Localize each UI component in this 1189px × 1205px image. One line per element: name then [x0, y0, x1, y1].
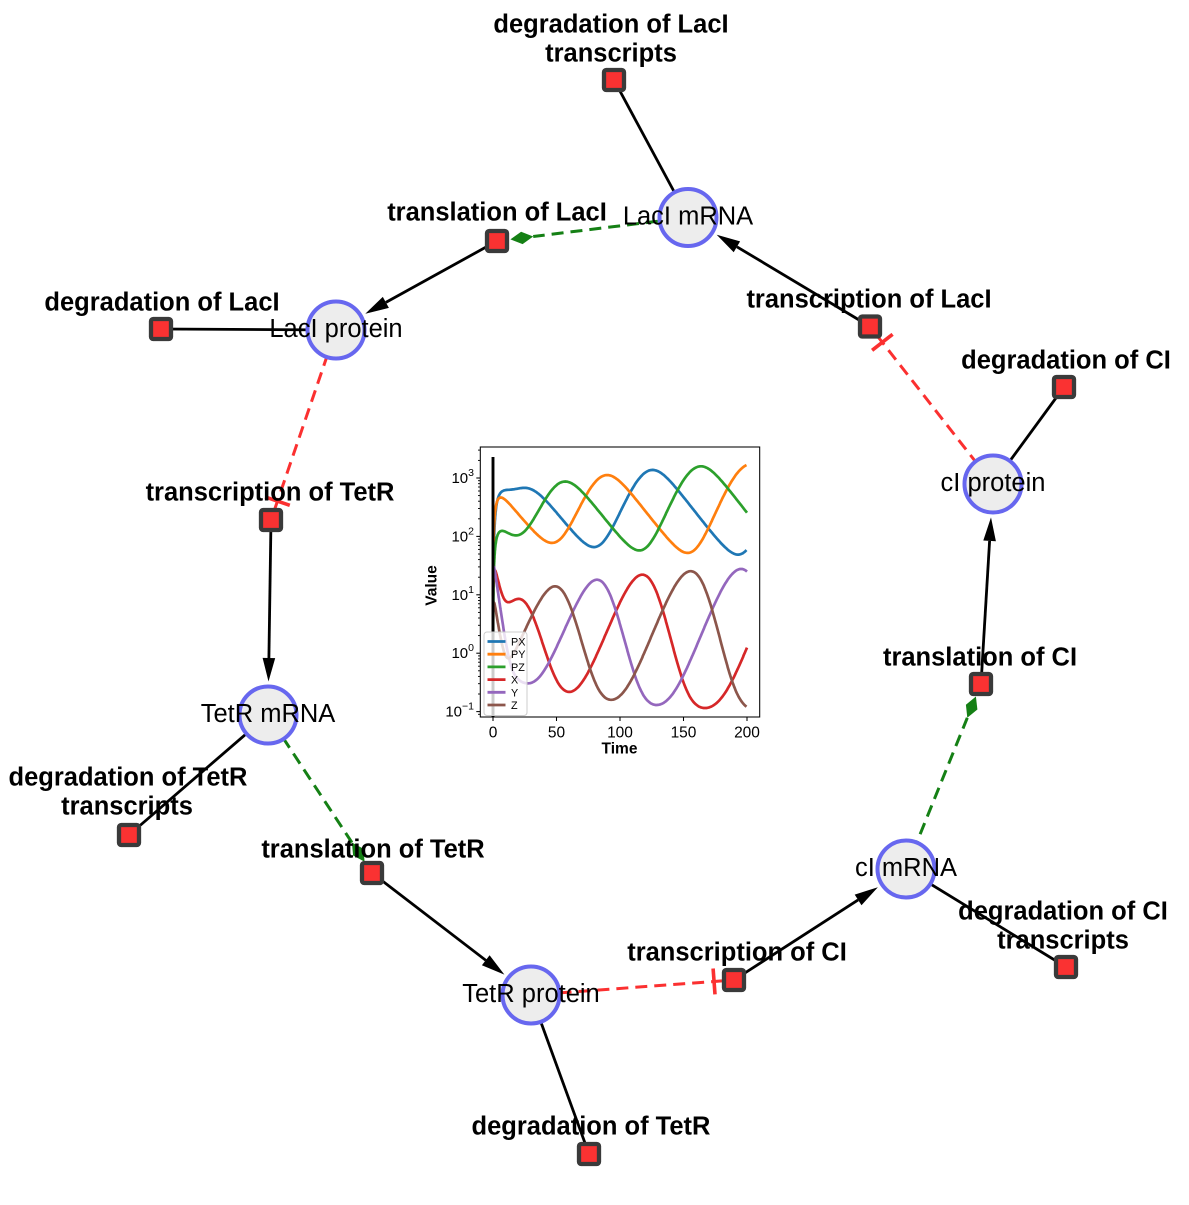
svg-text:translation of CI: translation of CI — [883, 644, 1077, 672]
svg-text:degradation of TetR: degradation of TetR — [9, 764, 248, 792]
svg-text:Time: Time — [602, 741, 638, 758]
svg-text:PX: PX — [511, 637, 525, 649]
svg-text:LacI mRNA: LacI mRNA — [623, 202, 753, 230]
svg-text:PY: PY — [511, 649, 525, 661]
svg-text:0: 0 — [489, 725, 498, 742]
svg-text:degradation of TetR: degradation of TetR — [472, 1113, 711, 1141]
svg-text:TetR protein: TetR protein — [462, 980, 600, 1008]
svg-text:transcripts: transcripts — [545, 40, 677, 68]
svg-text:200: 200 — [734, 725, 760, 742]
svg-text:transcription of TetR: transcription of TetR — [146, 479, 395, 507]
svg-text:translation of LacI: translation of LacI — [387, 199, 607, 227]
svg-text:degradation of CI: degradation of CI — [958, 898, 1168, 926]
svg-text:X: X — [511, 675, 518, 687]
svg-text:150: 150 — [671, 725, 697, 742]
svg-text:degradation of LacI: degradation of LacI — [44, 289, 279, 317]
svg-text:TetR mRNA: TetR mRNA — [201, 700, 336, 728]
svg-text:transcripts: transcripts — [997, 927, 1129, 955]
svg-text:Z: Z — [511, 700, 518, 712]
svg-text:Y: Y — [511, 687, 518, 699]
svg-text:Value: Value — [424, 565, 441, 606]
svg-text:50: 50 — [548, 725, 566, 742]
svg-text:transcription of CI: transcription of CI — [627, 939, 847, 967]
svg-text:degradation of LacI: degradation of LacI — [493, 11, 728, 39]
svg-text:degradation of CI: degradation of CI — [961, 347, 1171, 375]
svg-text:transcripts: transcripts — [61, 793, 193, 821]
svg-text:cI mRNA: cI mRNA — [855, 854, 957, 882]
svg-text:PZ: PZ — [511, 662, 525, 674]
svg-text:cI protein: cI protein — [941, 469, 1046, 497]
svg-text:LacI protein: LacI protein — [269, 315, 402, 343]
svg-text:transcription of LacI: transcription of LacI — [746, 286, 991, 314]
svg-text:translation of TetR: translation of TetR — [261, 836, 484, 864]
svg-text:100: 100 — [607, 725, 633, 742]
